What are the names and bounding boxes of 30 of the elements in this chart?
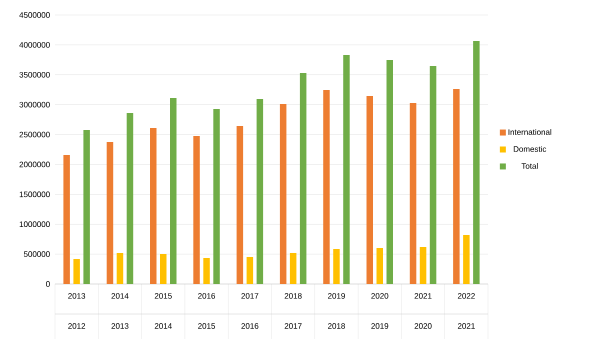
- bar: [236, 126, 244, 284]
- bar: [410, 102, 416, 284]
- bar: [473, 41, 480, 284]
- bar: [463, 234, 470, 284]
- bar: [280, 104, 286, 284]
- bar: [366, 96, 374, 284]
- bar: [170, 98, 177, 284]
- bar: [323, 90, 330, 284]
- bar: [300, 72, 306, 284]
- bar: [160, 254, 167, 284]
- bar: [333, 249, 340, 284]
- bar: [246, 256, 254, 284]
- bar: [73, 259, 80, 284]
- bar: [376, 248, 384, 284]
- bar: [343, 54, 350, 284]
- bar: [420, 247, 426, 284]
- bar: [290, 252, 296, 284]
- bar: [150, 128, 157, 284]
- bar: [63, 155, 70, 284]
- bar: [213, 109, 220, 284]
- bar: [256, 98, 264, 284]
- bar: [386, 60, 394, 284]
- bar: [430, 66, 436, 284]
- bar: [83, 130, 90, 284]
- bar: [453, 89, 460, 284]
- bar: [106, 142, 114, 284]
- bar: [203, 258, 210, 284]
- bar: [126, 112, 134, 284]
- bar: [116, 252, 124, 284]
- bar: [193, 136, 200, 284]
